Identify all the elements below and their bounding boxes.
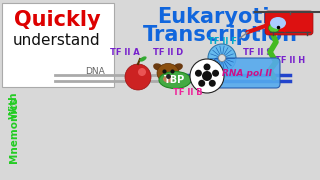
FancyBboxPatch shape	[265, 11, 313, 35]
Text: With: With	[9, 91, 19, 119]
Ellipse shape	[159, 71, 191, 89]
Text: RNA pol II: RNA pol II	[222, 69, 272, 78]
Ellipse shape	[173, 63, 183, 71]
Circle shape	[138, 68, 146, 76]
Ellipse shape	[140, 56, 147, 62]
Circle shape	[219, 55, 226, 62]
Circle shape	[208, 44, 236, 72]
Circle shape	[202, 71, 212, 81]
Ellipse shape	[157, 64, 179, 82]
Text: Mnemonics: Mnemonics	[9, 97, 19, 163]
Ellipse shape	[163, 75, 173, 82]
Circle shape	[204, 64, 211, 71]
Circle shape	[190, 59, 224, 93]
Text: DNA: DNA	[85, 66, 105, 75]
Ellipse shape	[270, 17, 286, 29]
Text: Quickly: Quickly	[14, 10, 100, 30]
Text: TF II F: TF II F	[208, 37, 236, 46]
Circle shape	[195, 70, 202, 77]
Circle shape	[209, 80, 216, 87]
Circle shape	[198, 80, 205, 87]
Text: understand: understand	[13, 33, 101, 48]
FancyBboxPatch shape	[214, 58, 280, 88]
Ellipse shape	[268, 24, 279, 33]
Text: TF II A: TF II A	[110, 48, 140, 57]
Circle shape	[125, 64, 151, 90]
Text: Transcription: Transcription	[142, 25, 298, 45]
Text: TF II S: TF II S	[244, 48, 273, 57]
Text: TF II H: TF II H	[275, 55, 305, 64]
Circle shape	[212, 70, 219, 77]
Text: TF II D: TF II D	[153, 48, 183, 57]
FancyBboxPatch shape	[2, 3, 114, 87]
Text: TBP: TBP	[164, 75, 186, 85]
Ellipse shape	[153, 63, 163, 71]
Text: Eukaryotic: Eukaryotic	[157, 7, 283, 27]
Text: TF II B: TF II B	[173, 87, 203, 96]
